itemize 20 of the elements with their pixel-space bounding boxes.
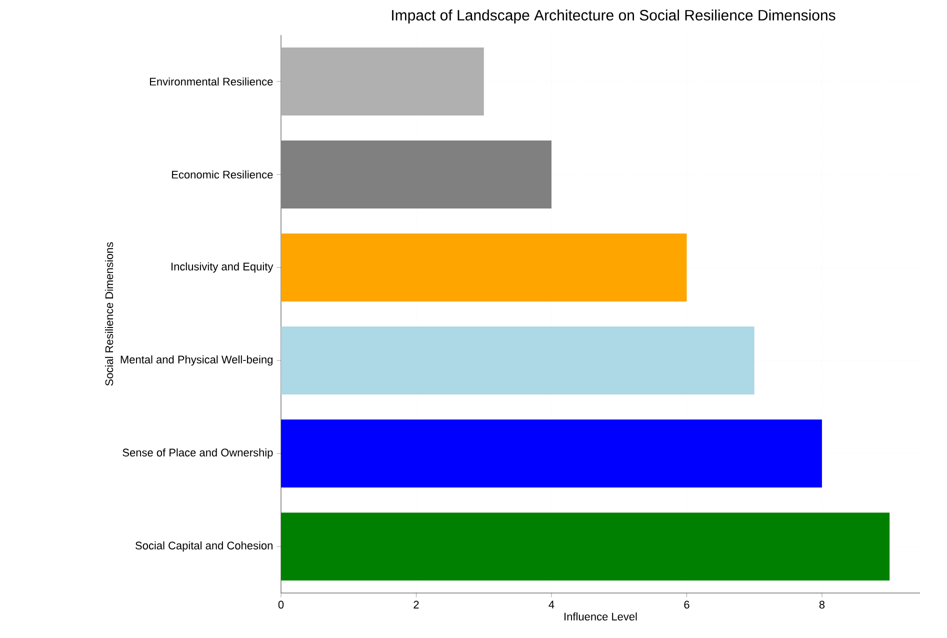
y-tick-label: Sense of Place and Ownership (122, 448, 273, 459)
chart-title: Impact of Landscape Architecture on Social Resilience Dimensions (392, 10, 836, 24)
bar (281, 48, 484, 116)
bar (281, 140, 552, 208)
bar (281, 234, 687, 302)
x-tick-label: 2 (414, 600, 419, 608)
y-axis-title: Social Resilience Dimensions (105, 242, 114, 386)
y-tick-label: Mental and Physical Well-being (120, 355, 272, 366)
x-tick-label: 4 (548, 600, 554, 608)
y-tick-label: Social Capital and Cohesion (136, 541, 272, 552)
x-tick-label: 0 (278, 600, 284, 609)
y-tick-label: Economic Resilience (172, 170, 273, 179)
bar (281, 420, 822, 488)
y-tick-label: Inclusivity and Equity (172, 262, 274, 273)
bar (281, 512, 890, 580)
bar (281, 326, 754, 394)
x-tick-label: 8 (819, 600, 825, 609)
y-tick-label: Environmental Resilience (150, 77, 273, 86)
x-tick-label: 6 (684, 600, 690, 609)
x-axis-title: Influence Level (564, 612, 637, 620)
